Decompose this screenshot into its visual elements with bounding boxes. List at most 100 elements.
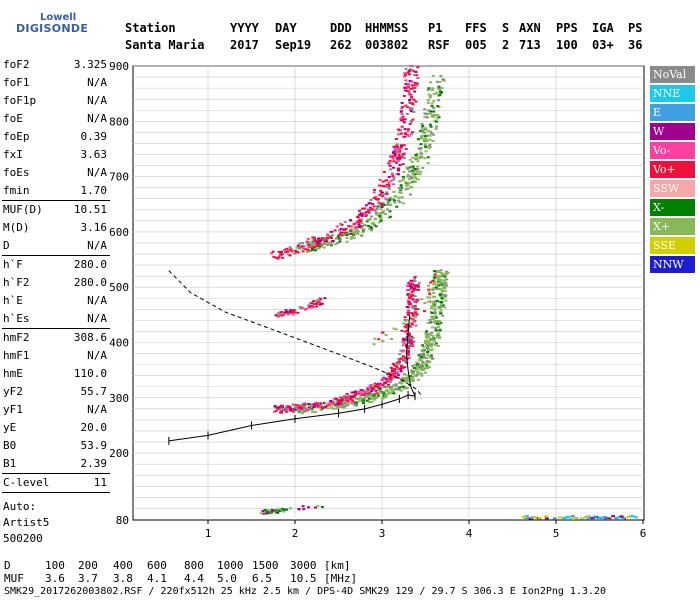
- y-tick-label: 300: [109, 392, 129, 405]
- noise-mark: [530, 516, 535, 519]
- echo-mark: [399, 132, 403, 135]
- echo-mark: [307, 304, 311, 307]
- echo-mark: [420, 156, 424, 159]
- echo-mark: [319, 298, 323, 301]
- echo-mark: [439, 321, 443, 324]
- echo-mark: [404, 79, 408, 82]
- echo-mark: [397, 191, 401, 194]
- echo-mark: [420, 374, 424, 377]
- echo-mark: [316, 247, 320, 250]
- header-label-4: HHMMSS: [365, 21, 409, 35]
- echo-mark: [292, 309, 296, 312]
- echo-mark: [431, 87, 435, 90]
- echo-mark: [429, 334, 433, 337]
- echo-mark: [430, 343, 434, 346]
- echo-mark: [417, 372, 421, 375]
- echo-mark: [407, 302, 411, 305]
- echo-mark: [273, 406, 277, 409]
- footer-distance-value: 1500: [252, 559, 279, 572]
- echo-mark: [362, 212, 366, 215]
- param-row: foF1 N/A: [0, 74, 112, 92]
- echo-mark: [403, 377, 407, 380]
- auto-line: Auto:: [3, 500, 37, 513]
- echo-mark: [384, 396, 388, 399]
- echo-mark: [431, 113, 435, 116]
- echo-mark: [395, 387, 399, 390]
- dashed-profile-curve: [168, 270, 422, 396]
- echo-mark: [426, 354, 430, 357]
- echo-mark: [408, 282, 412, 285]
- echo-mark: [425, 335, 429, 338]
- echo-mark: [366, 393, 370, 396]
- param-row: yF2 55.7: [0, 383, 112, 401]
- echo-mark: [402, 355, 406, 358]
- echo-mark: [438, 81, 442, 84]
- echo-mark: [408, 123, 412, 126]
- echo-mark: [406, 130, 410, 133]
- noise-mark: [537, 517, 542, 520]
- echo-mark: [428, 130, 432, 133]
- echo-mark: [440, 297, 444, 300]
- echo-mark: [310, 408, 314, 411]
- echo-mark: [410, 375, 414, 378]
- echo-mark: [404, 67, 408, 70]
- echo-mark: [329, 401, 333, 404]
- echo-mark: [432, 316, 436, 319]
- echo-mark: [370, 227, 374, 230]
- echo-mark: [422, 310, 426, 313]
- echo-mark: [425, 116, 429, 119]
- echo-mark: [416, 365, 420, 368]
- echo-mark: [405, 374, 409, 377]
- echo-mark: [301, 242, 305, 245]
- param-name: foEp: [3, 130, 30, 143]
- echo-mark: [339, 227, 343, 230]
- legend-item: X+: [650, 218, 695, 235]
- echo-mark: [382, 185, 386, 188]
- echo-mark: [280, 311, 284, 314]
- echo-mark: [347, 225, 351, 228]
- echo-mark: [441, 79, 445, 82]
- echo-mark: [399, 186, 403, 189]
- echo-mark: [372, 393, 376, 396]
- echo-mark: [410, 84, 414, 87]
- echo-mark: [387, 383, 391, 386]
- echo-mark: [406, 90, 410, 93]
- echo-mark: [418, 359, 422, 362]
- echo-mark: [417, 354, 421, 357]
- echo-mark: [381, 379, 385, 382]
- param-value: 10.51: [73, 203, 107, 216]
- echo-mark: [372, 394, 376, 397]
- echo-mark: [361, 402, 365, 405]
- param-row: hmF1 N/A: [0, 347, 112, 365]
- echo-mark: [446, 271, 450, 274]
- echo-mark: [311, 239, 315, 242]
- echo-mark: [339, 401, 343, 404]
- echo-mark: [374, 225, 378, 228]
- echo-mark: [393, 370, 397, 373]
- footer-distance-value: 100: [45, 559, 65, 572]
- echo-mark: [388, 215, 392, 218]
- echo-mark: [272, 410, 276, 413]
- echo-mark: [429, 112, 433, 115]
- echo-mark: [413, 84, 417, 87]
- echo-mark: [373, 395, 377, 398]
- echo-mark: [406, 377, 410, 380]
- echo-mark: [436, 344, 440, 347]
- echo-mark: [290, 251, 294, 254]
- param-row: MUF(D) 10.51: [0, 201, 112, 219]
- echo-mark: [425, 336, 429, 339]
- echo-mark: [435, 321, 439, 324]
- echo-mark: [406, 294, 410, 297]
- echo-mark: [360, 226, 364, 229]
- echo-mark: [389, 386, 393, 389]
- echo-mark: [430, 348, 434, 351]
- echo-mark: [406, 329, 410, 332]
- logo-brand: Lowell: [40, 12, 77, 23]
- echo-mark: [366, 388, 370, 391]
- echo-mark: [429, 338, 433, 341]
- echo-mark: [406, 175, 410, 178]
- echo-mark: [271, 510, 275, 513]
- echo-mark: [336, 405, 340, 408]
- echo-mark: [427, 147, 431, 150]
